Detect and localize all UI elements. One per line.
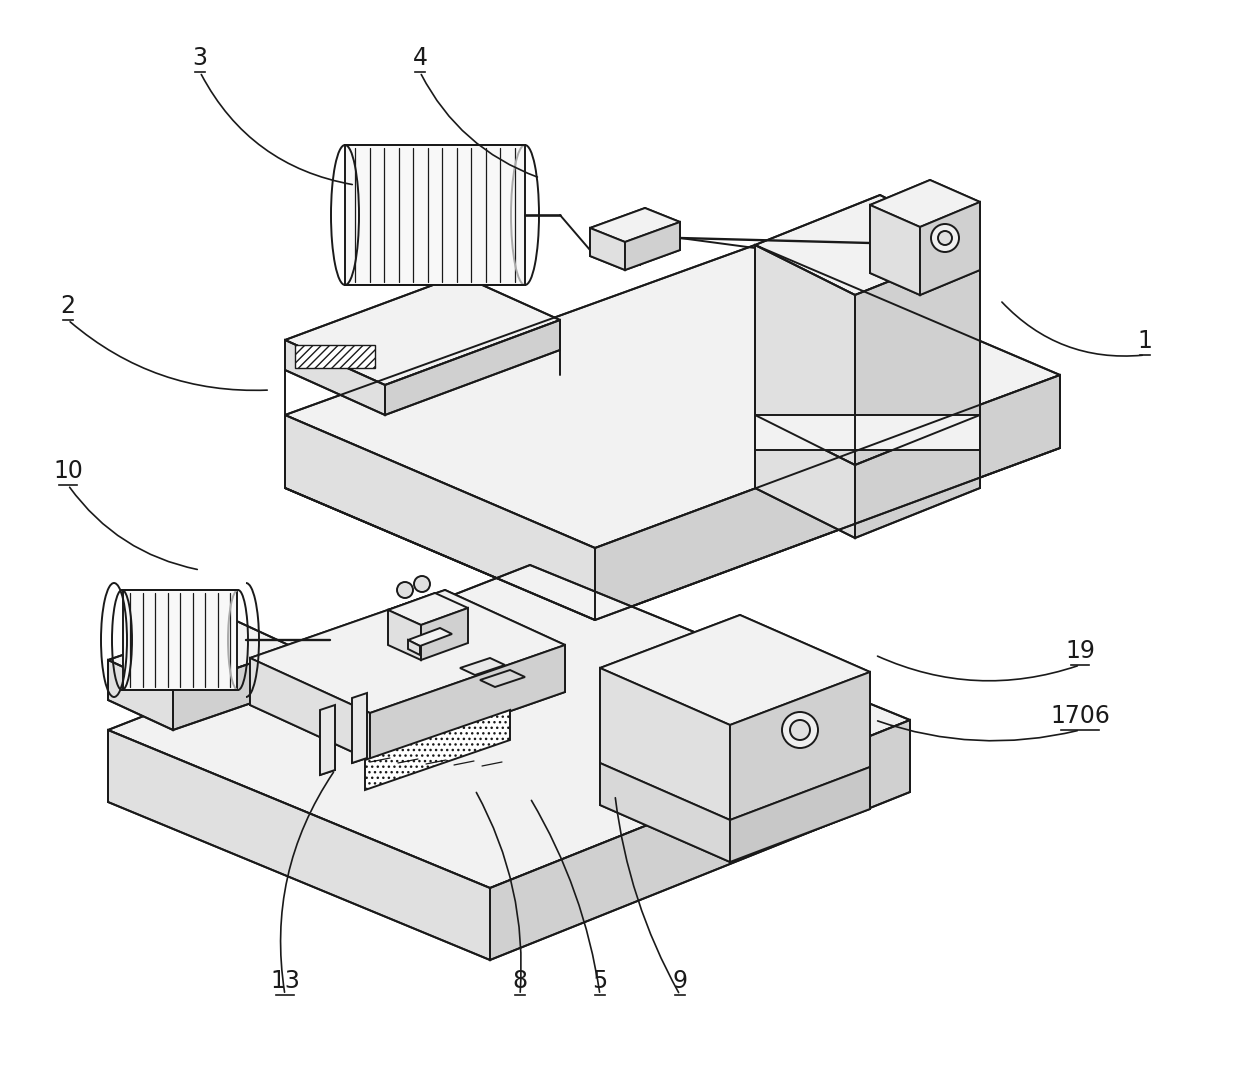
Text: 19: 19 — [1065, 639, 1095, 663]
Polygon shape — [123, 590, 237, 690]
Polygon shape — [285, 275, 561, 385]
Polygon shape — [320, 705, 335, 775]
Polygon shape — [730, 672, 870, 820]
Polygon shape — [755, 245, 855, 465]
Circle shape — [930, 224, 959, 252]
Polygon shape — [285, 415, 594, 620]
Polygon shape — [345, 146, 525, 285]
Polygon shape — [855, 245, 979, 465]
Polygon shape — [755, 415, 979, 450]
Circle shape — [398, 582, 413, 598]
Polygon shape — [385, 320, 561, 415]
Polygon shape — [920, 202, 979, 295]
Polygon shape — [599, 763, 730, 862]
Polygon shape — [408, 628, 451, 646]
Polygon shape — [599, 616, 870, 725]
Polygon shape — [285, 340, 385, 415]
Polygon shape — [250, 658, 370, 760]
Circle shape — [790, 720, 810, 740]
Polygon shape — [755, 195, 979, 295]
Polygon shape — [599, 668, 730, 820]
Text: 1706: 1706 — [1050, 704, 1110, 728]
Polygon shape — [285, 245, 1060, 548]
Text: 8: 8 — [513, 969, 528, 993]
Polygon shape — [870, 205, 920, 295]
Polygon shape — [108, 660, 173, 730]
Polygon shape — [370, 645, 566, 760]
Polygon shape — [173, 648, 295, 730]
Polygon shape — [730, 768, 870, 862]
Polygon shape — [365, 710, 510, 790]
Text: 13: 13 — [270, 969, 300, 993]
Text: 5: 5 — [592, 969, 608, 993]
Polygon shape — [387, 610, 421, 660]
Polygon shape — [250, 590, 566, 713]
Polygon shape — [480, 671, 525, 687]
Polygon shape — [352, 693, 367, 763]
Polygon shape — [460, 658, 505, 675]
Polygon shape — [295, 345, 375, 368]
Polygon shape — [108, 618, 295, 690]
Polygon shape — [589, 229, 624, 270]
Polygon shape — [387, 593, 468, 625]
Polygon shape — [855, 415, 979, 538]
Polygon shape — [108, 730, 490, 960]
Polygon shape — [589, 208, 680, 241]
Polygon shape — [594, 375, 1060, 620]
Polygon shape — [490, 720, 910, 960]
Polygon shape — [599, 763, 870, 772]
Circle shape — [414, 576, 430, 592]
Text: 2: 2 — [60, 294, 75, 318]
Text: 9: 9 — [672, 969, 687, 993]
Polygon shape — [421, 608, 468, 660]
Polygon shape — [624, 222, 680, 270]
Polygon shape — [108, 565, 910, 888]
Text: 1: 1 — [1137, 329, 1152, 353]
Polygon shape — [870, 180, 979, 227]
Text: 3: 3 — [193, 46, 207, 70]
Polygon shape — [755, 415, 855, 538]
Text: 10: 10 — [53, 459, 83, 483]
Text: 4: 4 — [413, 46, 428, 70]
Circle shape — [782, 711, 818, 748]
Circle shape — [938, 231, 952, 245]
Polygon shape — [408, 640, 420, 655]
